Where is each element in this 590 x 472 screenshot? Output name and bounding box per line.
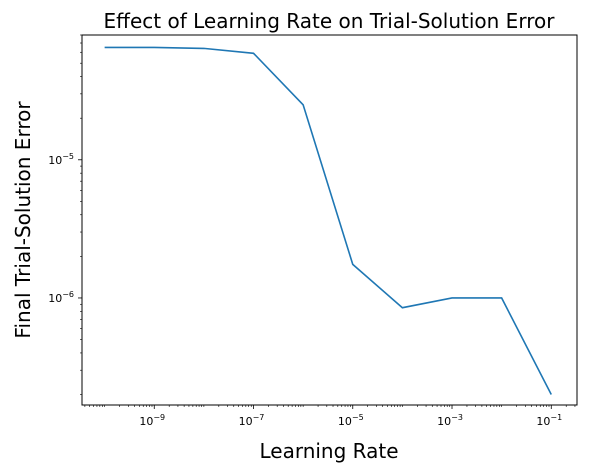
x-axis: 10−9 10−7 10−5 10−3 10−1	[85, 405, 575, 428]
plot-area	[105, 47, 552, 394]
plot-frame	[82, 35, 577, 405]
x-tick-label: 10−7	[239, 413, 265, 428]
chart-title: Effect of Learning Rate on Trial-Solutio…	[104, 9, 556, 33]
y-axis: 10−5 10−6	[48, 35, 82, 395]
x-tick-label: 10−1	[536, 413, 562, 428]
x-axis-label: Learning Rate	[259, 439, 398, 463]
y-axis-label: Final Trial-Solution Error	[11, 101, 35, 339]
x-tick-label: 10−5	[338, 413, 364, 428]
y-tick-label: 10−6	[48, 290, 74, 305]
x-tick-label: 10−9	[139, 413, 165, 428]
series-line-0	[105, 47, 552, 394]
y-tick-label: 10−5	[48, 152, 74, 167]
x-tick-label: 10−3	[437, 413, 463, 428]
